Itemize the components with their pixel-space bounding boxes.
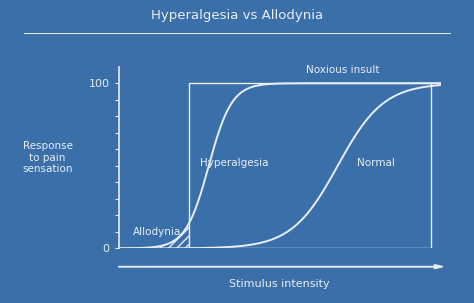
- Text: Noxious insult: Noxious insult: [306, 65, 379, 75]
- Text: Hyperalgesia vs Allodynia: Hyperalgesia vs Allodynia: [151, 9, 323, 22]
- Bar: [190, 83, 431, 248]
- Text: Response
to pain
sensation: Response to pain sensation: [22, 141, 73, 174]
- Text: Allodynia: Allodynia: [133, 227, 181, 237]
- Text: Normal: Normal: [357, 158, 395, 168]
- Text: Hyperalgesia: Hyperalgesia: [201, 158, 269, 168]
- Text: Stimulus intensity: Stimulus intensity: [229, 279, 330, 289]
